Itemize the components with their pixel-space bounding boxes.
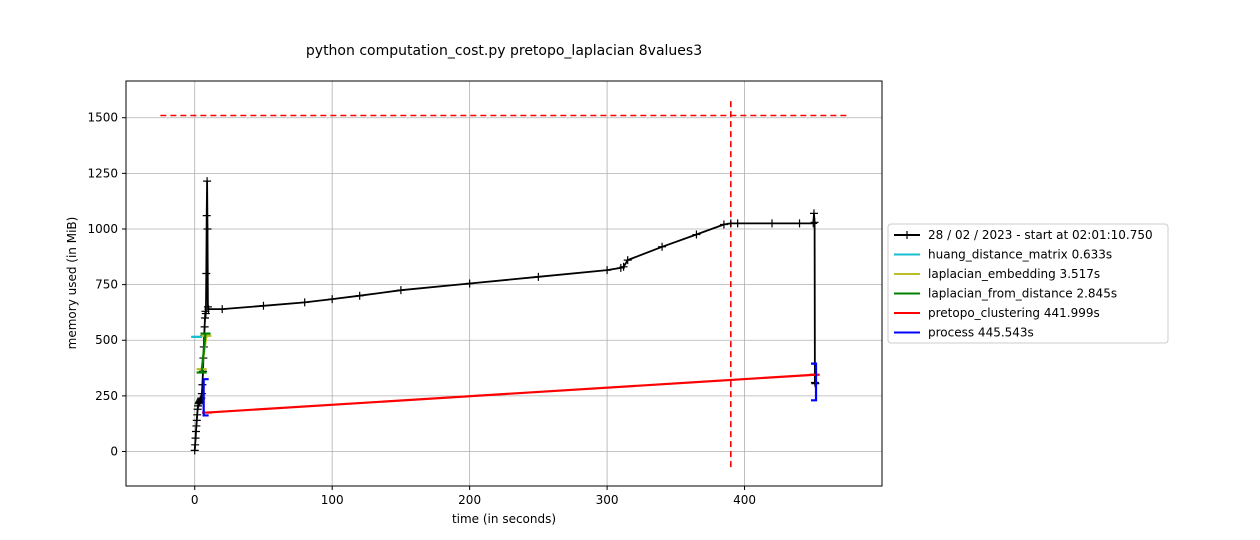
memory-point-marker — [733, 219, 742, 228]
legend-label: process 445.543s — [928, 326, 1034, 340]
memory-point-marker — [795, 219, 804, 228]
legend-entry: process 445.543s — [894, 326, 1034, 340]
memory-point-marker — [603, 266, 612, 275]
memory-point-marker — [809, 219, 818, 228]
memory-point-marker — [328, 295, 337, 304]
legend: 28 / 02 / 2023 - start at 02:01:10.750 hu… — [887, 223, 1169, 344]
legend-entry: pretopo_clustering 441.999s — [894, 306, 1100, 320]
function-marker — [202, 373, 820, 414]
memory-point-marker — [201, 309, 210, 318]
x-tick-label: 100 — [321, 493, 344, 507]
memory-point-marker — [191, 440, 200, 449]
function-marker — [202, 362, 818, 417]
function-marker-bracket — [811, 362, 818, 402]
chart-title: python computation_cost.py pretopo_lapla… — [306, 43, 702, 59]
memory-point-marker — [203, 177, 212, 186]
legend-label: 28 / 02 / 2023 - start at 02:01:10.750 — [928, 228, 1153, 242]
memory-point-marker — [658, 242, 667, 251]
x-tick-label: 300 — [596, 493, 619, 507]
plot-area-frame — [125, 80, 883, 487]
memory-point-marker — [719, 220, 728, 229]
legend-frame — [887, 223, 1169, 344]
memory-point-marker — [203, 224, 212, 233]
memory-point-marker — [202, 269, 211, 278]
legend-swatch-marker — [903, 231, 911, 239]
legend-label: laplacian_from_distance 2.845s — [928, 287, 1117, 301]
legend-entry: laplacian_embedding 3.517s — [894, 267, 1100, 281]
y-tick-label: 1000 — [87, 222, 118, 236]
memory-point-marker — [726, 219, 735, 228]
function-marker-bracket — [202, 378, 209, 417]
x-tick-label: 0 — [191, 493, 199, 507]
memory-point-marker — [300, 298, 309, 307]
y-axis: 0 250 500 750 1000 1250 1500 — [87, 111, 126, 459]
memory-point-marker — [534, 272, 543, 281]
memory-point-marker — [198, 380, 207, 389]
series-layer — [190, 177, 820, 455]
x-tick-label: 200 — [458, 493, 481, 507]
memory-point-marker — [623, 256, 632, 265]
y-tick-label: 750 — [95, 278, 118, 292]
function-markers — [191, 332, 820, 417]
memory-point-marker — [810, 218, 819, 227]
memory-point-marker — [619, 262, 628, 271]
memory-point-marker — [259, 301, 268, 310]
legend-entry: huang_distance_matrix 0.633s — [894, 248, 1112, 262]
memory-point-marker — [218, 305, 227, 314]
y-tick-label: 1500 — [87, 111, 118, 125]
memory-point-marker — [809, 209, 818, 218]
overlays — [160, 99, 848, 468]
function-marker — [196, 332, 211, 374]
function-marker-span — [200, 333, 207, 373]
grid — [126, 81, 882, 486]
memory-point-marker — [465, 279, 474, 288]
memory-point-marker — [204, 305, 213, 314]
memory-point-marker — [200, 322, 209, 331]
legend-entry: laplacian_from_distance 2.845s — [894, 287, 1117, 301]
y-tick-label: 500 — [95, 333, 118, 347]
y-tick-label: 250 — [95, 389, 118, 403]
memory-point-marker — [202, 211, 211, 220]
y-tick-label: 1250 — [87, 166, 118, 180]
memory-series-line — [193, 180, 817, 451]
legend-label: laplacian_embedding 3.517s — [928, 267, 1100, 281]
memory-point-marker — [768, 219, 777, 228]
memory-point-marker — [396, 286, 405, 295]
memory-point-marker — [355, 291, 364, 300]
memory-point-marker — [201, 313, 210, 322]
memory-point-marker — [692, 230, 701, 239]
x-tick-label: 400 — [733, 493, 756, 507]
y-tick-label: 0 — [110, 445, 118, 459]
x-axis-label: time (in seconds) — [452, 512, 556, 526]
legend-entry: 28 / 02 / 2023 - start at 02:01:10.750 — [894, 228, 1153, 242]
legend-label: huang_distance_matrix 0.633s — [928, 248, 1112, 262]
y-axis-label: memory used (in MiB) — [65, 217, 79, 350]
function-marker-span — [207, 373, 815, 414]
legend-label: pretopo_clustering 441.999s — [928, 306, 1100, 320]
memory-point-marker — [191, 434, 200, 443]
x-axis: 0 100 200 300 400 — [191, 486, 756, 507]
